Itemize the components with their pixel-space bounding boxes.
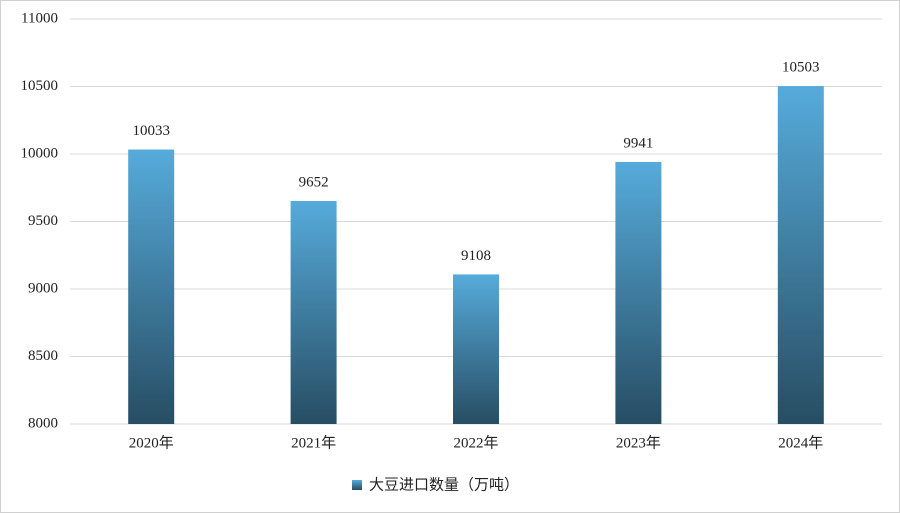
y-tick-label: 10000 bbox=[21, 145, 59, 161]
bar bbox=[128, 149, 175, 425]
bar bbox=[290, 200, 337, 424]
y-tick-label: 11000 bbox=[21, 10, 58, 26]
y-tick-label: 8500 bbox=[28, 348, 58, 364]
value-label: 10503 bbox=[782, 60, 820, 76]
x-tick-label: 2023年 bbox=[616, 434, 661, 451]
bar bbox=[777, 86, 824, 424]
y-tick-label: 10500 bbox=[21, 78, 59, 94]
x-tick-label: 2020年 bbox=[129, 434, 174, 451]
legend-label: 大豆进口数量（万吨） bbox=[369, 476, 519, 493]
x-tick-label: 2024年 bbox=[778, 434, 823, 451]
y-tick-label: 9500 bbox=[28, 213, 58, 229]
y-tick-label: 9000 bbox=[28, 280, 58, 296]
x-tick-label: 2021年 bbox=[291, 434, 336, 451]
legend-swatch bbox=[352, 480, 362, 490]
value-label: 9941 bbox=[623, 135, 653, 151]
value-label: 9652 bbox=[299, 174, 329, 190]
value-label: 9108 bbox=[461, 248, 491, 264]
x-tick-label: 2022年 bbox=[453, 434, 498, 451]
value-label: 10033 bbox=[132, 123, 170, 139]
y-tick-label: 8000 bbox=[28, 415, 58, 431]
bar bbox=[615, 161, 662, 424]
bar bbox=[453, 274, 499, 424]
